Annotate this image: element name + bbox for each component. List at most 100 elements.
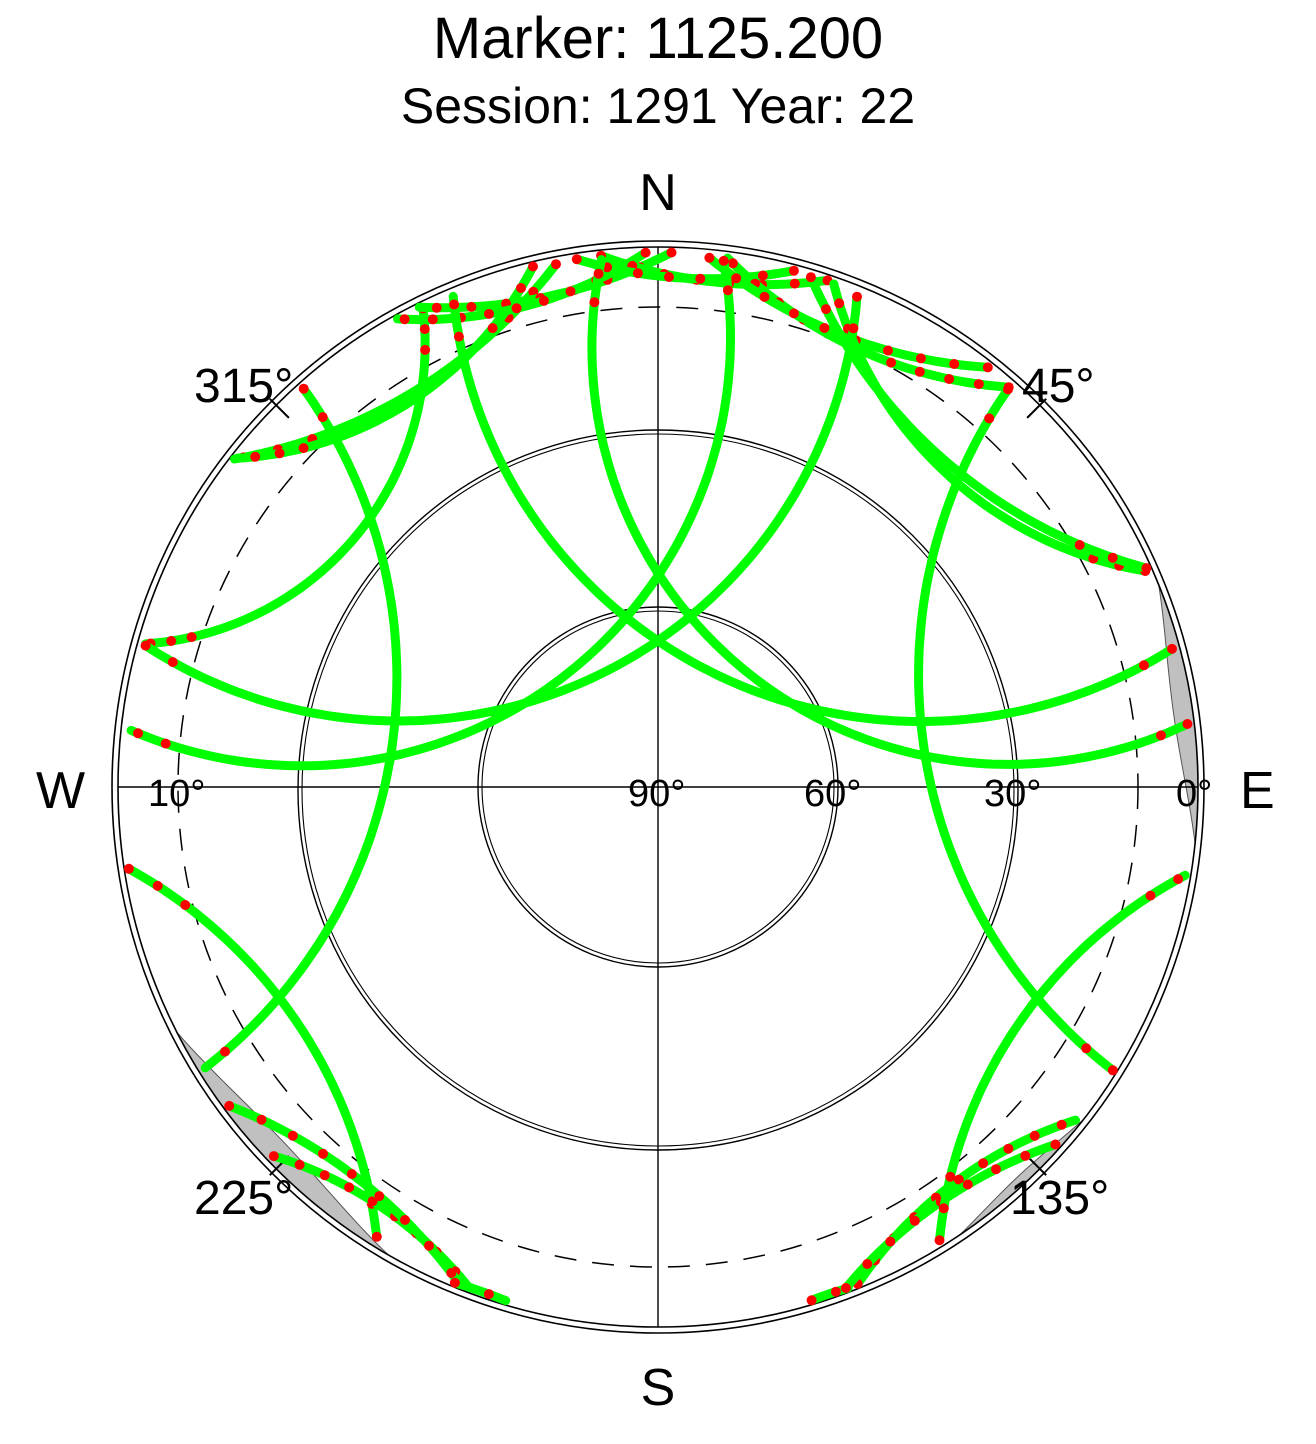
below-cutoff-point [962,1179,973,1190]
below-cutoff-point [431,302,442,313]
below-cutoff-point [914,366,925,377]
below-cutoff-point [287,1130,298,1141]
below-cutoff-point [319,1170,330,1181]
below-cutoff-point [1081,1043,1092,1054]
below-cutoff-point [819,323,830,333]
azimuth-label-225: 225° [194,1172,293,1225]
below-cutoff-point [374,1191,385,1202]
track-line [141,304,430,649]
track-line [572,254,799,284]
below-cutoff-point [1056,1119,1067,1130]
below-cutoff-point [180,900,191,910]
below-cutoff-point [298,443,309,454]
below-cutoff-point [250,451,261,462]
track-line [448,291,1177,726]
satellite-track-22 [934,870,1190,1246]
below-cutoff-point [821,304,831,315]
below-cutoff-point [727,258,738,269]
below-cutoff-point [982,362,993,373]
track-line [450,1278,511,1306]
below-cutoff-point [1003,1143,1014,1154]
below-cutoff-point [446,1268,457,1278]
below-cutoff-point [593,268,604,279]
below-cutoff-point [256,1114,267,1125]
below-cutoff-point [317,412,328,423]
below-cutoff-point [1107,552,1118,563]
elevation-label-60: 60° [804,773,861,815]
below-cutoff-point [571,254,582,265]
below-cutoff-point [528,286,539,297]
satellite-track-6 [571,254,799,284]
below-cutoff-point [220,1046,230,1057]
below-cutoff-point [1173,874,1184,885]
track-line [124,864,382,1242]
below-cutoff-point [528,261,538,272]
below-cutoff-point [1003,384,1013,395]
below-cutoff-point [704,252,715,263]
below-cutoff-point [886,357,897,368]
below-cutoff-point [123,863,134,874]
below-cutoff-point [640,247,651,258]
satellite-track-15 [449,1277,511,1306]
below-cutoff-point [484,308,494,319]
below-cutoff-point [666,247,677,258]
satellite-tracks [123,247,1193,1306]
below-cutoff-point [449,299,460,310]
below-cutoff-point [186,632,197,643]
below-cutoff-point [399,314,410,325]
azimuth-label-45: 45° [1022,360,1095,413]
below-cutoff-point [449,1277,460,1288]
below-cutoff-point [1141,563,1152,574]
below-cutoff-point [632,268,643,279]
below-cutoff-point [1107,1065,1118,1076]
below-cutoff-point [152,880,163,891]
below-cutoff-point [1145,890,1156,901]
horizon-outer-ring [111,240,1205,1334]
below-cutoff-point [453,331,464,342]
below-cutoff-point [949,359,960,369]
below-cutoff-point [840,1283,851,1293]
below-cutoff-point [664,272,674,282]
below-cutoff-point [318,1148,328,1159]
below-cutoff-point [133,728,143,739]
below-cutoff-point [1020,1150,1031,1161]
azimuth-tick-315 [269,398,290,419]
satellite-track-9 [829,279,1151,576]
below-cutoff-point [1050,1139,1061,1150]
below-cutoff-point [695,273,706,284]
below-cutoff-point [1156,730,1166,741]
below-cutoff-point [420,344,431,355]
direction-label-south: S [641,1359,676,1417]
below-cutoff-point [944,374,955,384]
below-cutoff-point [722,285,733,296]
satellite-track-11 [123,863,382,1242]
below-cutoff-point [757,270,768,281]
below-cutoff-point [909,1215,920,1226]
below-cutoff-point [731,273,742,284]
below-cutoff-point [718,255,729,266]
below-cutoff-point [830,1286,841,1297]
below-cutoff-point [978,1158,989,1169]
below-cutoff-point [848,323,859,334]
track-line [126,256,735,771]
below-cutoff-point [788,308,799,319]
below-cutoff-point [344,1182,355,1193]
below-cutoff-point [487,323,498,334]
below-cutoff-point [551,259,561,270]
azimuth-tick-45 [1026,398,1047,419]
below-cutoff-point [167,657,178,668]
track-line [935,870,1190,1245]
below-cutoff-point [511,303,522,314]
below-cutoff-point [166,636,177,646]
below-cutoff-point [973,379,984,390]
below-cutoff-point [424,1240,434,1251]
elevation-label-90: 90° [628,773,685,815]
below-cutoff-point [938,1203,949,1214]
below-cutoff-point [224,1100,235,1111]
chart-title: Marker: 1125.200 [433,6,883,71]
satellite-track-23 [914,384,1118,1076]
below-cutoff-point [538,295,549,306]
below-cutoff-point [984,413,995,424]
azimuth-label-135: 135° [1010,1172,1109,1225]
below-cutoff-point [346,1169,357,1179]
